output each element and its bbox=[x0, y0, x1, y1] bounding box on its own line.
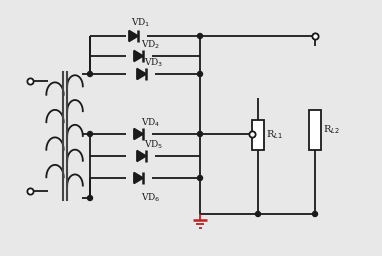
Bar bbox=[252, 120, 264, 150]
Polygon shape bbox=[134, 129, 143, 140]
Circle shape bbox=[256, 211, 261, 217]
Bar bbox=[309, 110, 321, 150]
Polygon shape bbox=[129, 31, 138, 41]
Circle shape bbox=[312, 34, 317, 38]
Circle shape bbox=[197, 176, 202, 180]
Text: VD$_5$: VD$_5$ bbox=[144, 138, 163, 151]
Circle shape bbox=[197, 132, 202, 136]
Polygon shape bbox=[134, 51, 143, 61]
Polygon shape bbox=[134, 173, 143, 183]
Text: VD$_1$: VD$_1$ bbox=[131, 16, 151, 29]
Circle shape bbox=[87, 196, 92, 200]
Circle shape bbox=[87, 71, 92, 77]
Circle shape bbox=[197, 34, 202, 38]
Polygon shape bbox=[137, 69, 146, 79]
Circle shape bbox=[312, 211, 317, 217]
Text: VD$_4$: VD$_4$ bbox=[141, 116, 160, 129]
Circle shape bbox=[87, 132, 92, 136]
Text: VD$_2$: VD$_2$ bbox=[141, 38, 160, 51]
Text: VD$_3$: VD$_3$ bbox=[144, 57, 163, 69]
Text: VD$_6$: VD$_6$ bbox=[141, 192, 160, 205]
Text: R$_{L2}$: R$_{L2}$ bbox=[323, 124, 340, 136]
Polygon shape bbox=[137, 151, 146, 161]
Text: R$_{L1}$: R$_{L1}$ bbox=[266, 129, 283, 141]
Circle shape bbox=[197, 71, 202, 77]
